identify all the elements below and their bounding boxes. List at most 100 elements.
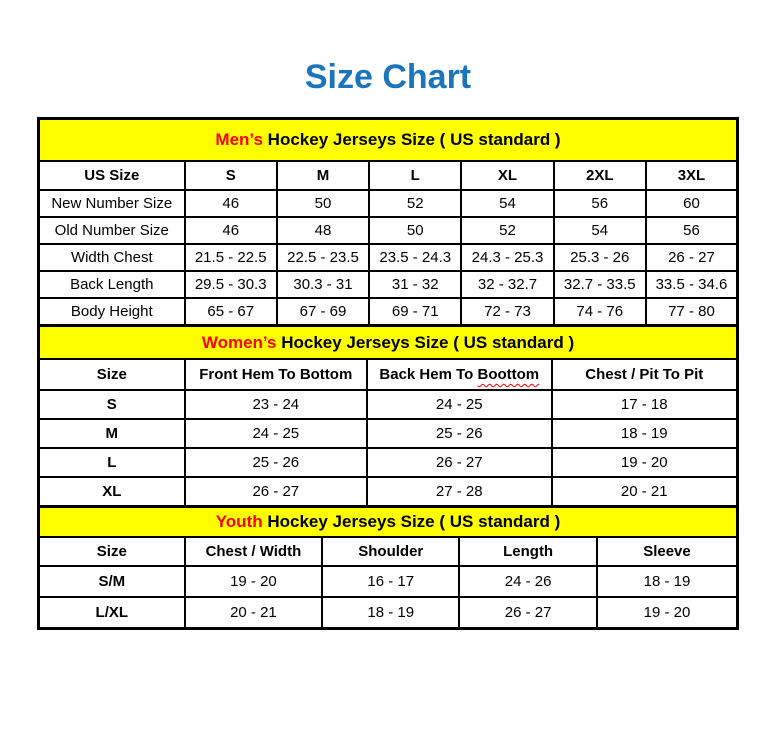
- column-header-row: Size Chest / Width Shoulder Length Sleeve: [37, 536, 739, 567]
- table-row: Back Length 29.5 - 30.3 30.3 - 31 31 - 32 32…: [37, 270, 739, 299]
- section-title: Women’s Hockey Jerseys Size ( US standar…: [37, 324, 739, 360]
- table-row: M 24 - 25 25 - 26 18 - 19: [37, 418, 739, 449]
- size-value: 46: [183, 216, 278, 245]
- row-label: S/M: [37, 565, 186, 598]
- row-label: M: [37, 418, 186, 449]
- size-value: 74 - 76: [552, 297, 647, 327]
- size-value: 19 - 20: [595, 596, 739, 630]
- size-value: 26 - 27: [366, 447, 553, 478]
- column-header: Front Hem To Bottom: [183, 358, 369, 391]
- table-row: Old Number Size 46 48 50 52 54 56: [37, 216, 739, 245]
- size-value: 19 - 20: [550, 447, 739, 478]
- column-header: M: [275, 160, 371, 191]
- youth-size-table: Youth Hockey Jerseys Size ( US standard …: [37, 505, 739, 630]
- section-title-accent: Men’s: [215, 130, 263, 149]
- column-header: 3XL: [644, 160, 739, 191]
- row-label: L/XL: [37, 596, 186, 630]
- section-title-band: Women’s Hockey Jerseys Size ( US standar…: [37, 324, 739, 360]
- size-value: 32.7 - 33.5: [552, 270, 647, 299]
- section-title: Youth Hockey Jerseys Size ( US standard …: [37, 505, 739, 538]
- table-row: XL 26 - 27 27 - 28 20 - 21: [37, 476, 739, 508]
- size-value: 33.5 - 34.6: [644, 270, 739, 299]
- size-value: 60: [644, 189, 739, 218]
- size-value: 20 - 21: [550, 476, 739, 508]
- youth-size-rows: S/M 19 - 20 16 - 17 24 - 26 18 - 19 L/XL 20 - …: [37, 565, 739, 630]
- column-header: S: [183, 160, 278, 191]
- table-row: L/XL 20 - 21 18 - 19 26 - 27 19 - 20: [37, 596, 739, 630]
- table-row: New Number Size 46 50 52 54 56 60: [37, 189, 739, 218]
- mens-size-rows: New Number Size 46 50 52 54 56 60 Old Number Si…: [37, 189, 739, 327]
- table-row: S 23 - 24 24 - 25 17 - 18: [37, 389, 739, 420]
- size-value: 31 - 32: [368, 270, 463, 299]
- size-value: 18 - 19: [550, 418, 739, 449]
- size-value: 52: [368, 189, 463, 218]
- size-value: 20 - 21: [183, 596, 324, 630]
- youth-size-section: Youth Hockey Jerseys Size ( US standard …: [37, 505, 739, 630]
- size-value: 26 - 27: [458, 596, 598, 630]
- column-header: Size: [37, 536, 186, 567]
- size-value: 46: [183, 189, 278, 218]
- row-label: L: [37, 447, 186, 478]
- size-value: 19 - 20: [183, 565, 324, 598]
- womens-size-section: Women’s Hockey Jerseys Size ( US standar…: [37, 324, 739, 508]
- size-value: 56: [644, 216, 739, 245]
- size-value: 54: [552, 216, 647, 245]
- size-value: 50: [275, 189, 371, 218]
- size-value: 18 - 19: [595, 565, 739, 598]
- page-title: Size Chart: [304, 58, 472, 96]
- size-value: 50: [368, 216, 463, 245]
- section-title-accent: Women’s: [201, 332, 277, 352]
- section-title-accent: Youth: [215, 512, 263, 531]
- size-chart-tables: Men’s Hockey Jerseys Size ( US standard …: [37, 117, 739, 630]
- section-title-rest: Hockey Jerseys Size ( US standard ): [262, 130, 561, 149]
- size-value: 23 - 24: [183, 389, 369, 420]
- table-row: Body Height 65 - 67 67 - 69 69 - 71 72 - 73 7…: [37, 297, 739, 327]
- size-value: 26 - 27: [644, 243, 739, 272]
- size-value: 25 - 26: [366, 418, 553, 449]
- column-header: Shoulder: [321, 536, 461, 567]
- size-value: 26 - 27: [183, 476, 369, 508]
- column-header: Chest / Pit To Pit: [550, 358, 739, 391]
- size-value: 16 - 17: [321, 565, 461, 598]
- size-value: 27 - 28: [366, 476, 553, 508]
- size-value: 17 - 18: [550, 389, 739, 420]
- size-value: 69 - 71: [368, 297, 463, 327]
- size-chart-page: { "title": { "text": "Size Chart" }, "co…: [0, 58, 776, 750]
- row-label: Width Chest: [37, 243, 186, 272]
- row-label: New Number Size: [37, 189, 186, 218]
- size-value: 24 - 25: [183, 418, 369, 449]
- section-title-rest: Hockey Jerseys Size ( US standard ): [276, 332, 575, 352]
- column-header: Chest / Width: [183, 536, 324, 567]
- size-value: 18 - 19: [321, 596, 461, 630]
- size-value: 25 - 26: [183, 447, 369, 478]
- row-label: Old Number Size: [37, 216, 186, 245]
- section-title-band: Youth Hockey Jerseys Size ( US standard …: [37, 505, 739, 538]
- column-header-row: Size Front Hem To Bottom Back Hem To Boott…: [37, 358, 739, 391]
- misspelled-word: Boottom: [477, 366, 540, 383]
- size-value: 29.5 - 30.3: [183, 270, 278, 299]
- row-label: Body Height: [37, 297, 186, 327]
- size-value: 67 - 69: [275, 297, 371, 327]
- row-label: XL: [37, 476, 186, 508]
- section-title-rest: Hockey Jerseys Size ( US standard ): [262, 512, 561, 531]
- section-title: Men’s Hockey Jerseys Size ( US standard …: [37, 117, 739, 162]
- column-header: Size: [37, 358, 186, 391]
- table-row: L 25 - 26 26 - 27 19 - 20: [37, 447, 739, 478]
- size-value: 54: [460, 189, 555, 218]
- row-label: S: [37, 389, 186, 420]
- size-value: 24 - 25: [366, 389, 553, 420]
- column-header: L: [368, 160, 463, 191]
- column-header: XL: [460, 160, 555, 191]
- column-header: 2XL: [552, 160, 647, 191]
- size-value: 25.3 - 26: [552, 243, 647, 272]
- size-value: 30.3 - 31: [275, 270, 371, 299]
- mens-size-table: Men’s Hockey Jerseys Size ( US standard …: [37, 117, 739, 327]
- size-value: 52: [460, 216, 555, 245]
- size-value: 56: [552, 189, 647, 218]
- size-value: 72 - 73: [460, 297, 555, 327]
- column-header-row: US Size S M L XL 2XL 3XL: [37, 160, 739, 191]
- row-label: Back Length: [37, 270, 186, 299]
- size-value: 23.5 - 24.3: [368, 243, 463, 272]
- size-value: 22.5 - 23.5: [275, 243, 371, 272]
- table-row: Width Chest 21.5 - 22.5 22.5 - 23.5 23.5 - …: [37, 243, 739, 272]
